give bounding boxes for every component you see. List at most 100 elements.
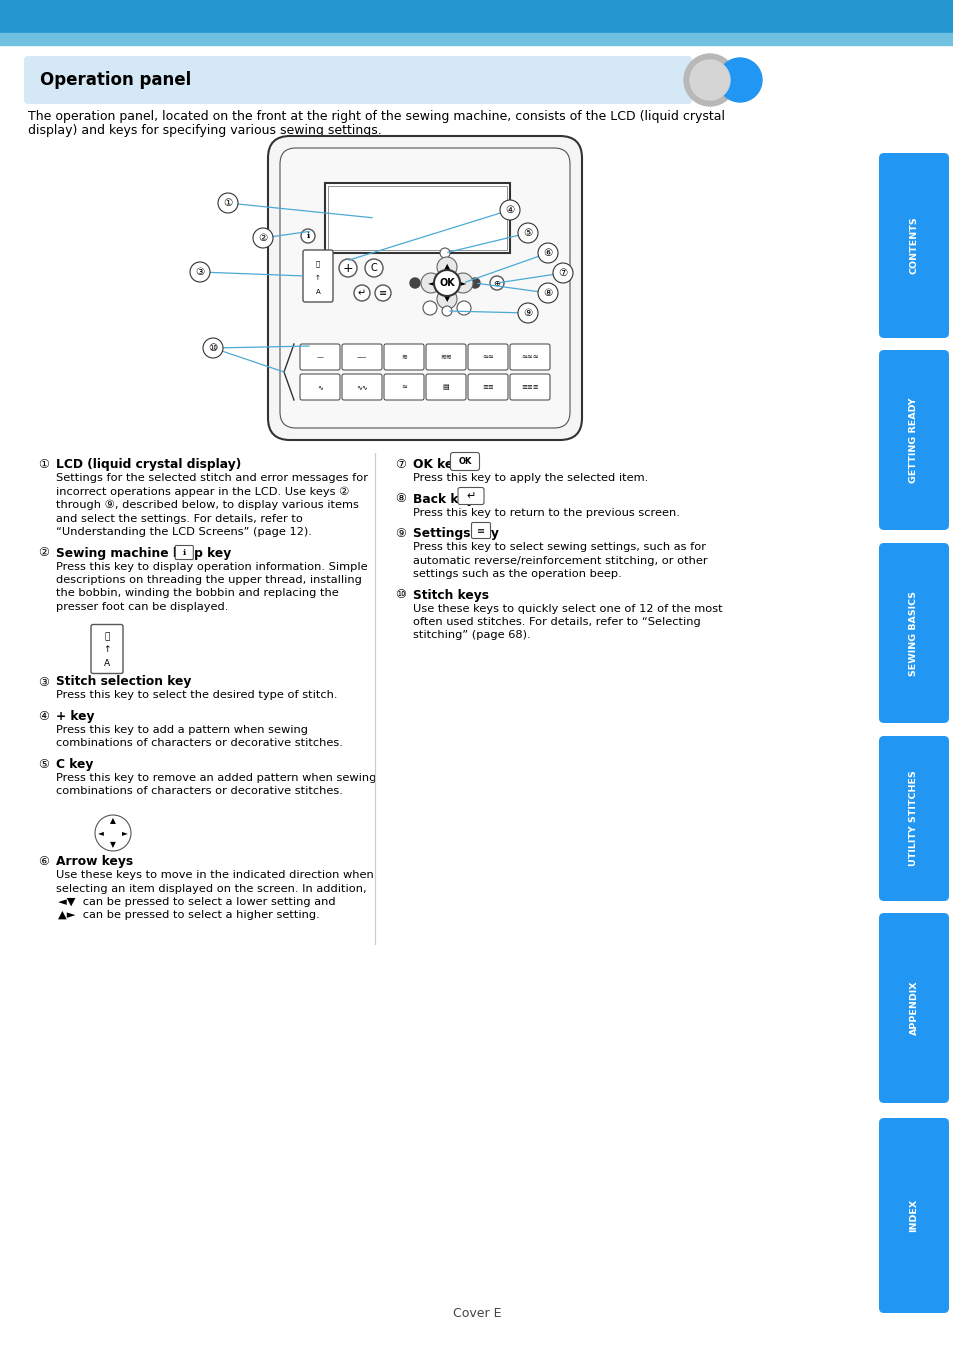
Text: ∿: ∿: [316, 384, 323, 390]
Text: +: +: [342, 262, 353, 275]
FancyBboxPatch shape: [303, 249, 333, 302]
FancyBboxPatch shape: [457, 488, 483, 504]
Text: 送: 送: [315, 260, 320, 267]
Circle shape: [436, 288, 456, 309]
Text: ⑦: ⑦: [395, 458, 406, 470]
Text: ≈≈≈: ≈≈≈: [520, 355, 538, 360]
Circle shape: [95, 816, 131, 851]
Text: C: C: [370, 263, 377, 274]
Text: often used stitches. For details, refer to “Selecting: often used stitches. For details, refer …: [413, 617, 700, 627]
Circle shape: [456, 301, 471, 315]
Text: Sewing machine help key: Sewing machine help key: [56, 546, 231, 559]
FancyBboxPatch shape: [268, 136, 581, 439]
FancyBboxPatch shape: [175, 546, 193, 559]
Text: display) and keys for specifying various sewing settings.: display) and keys for specifying various…: [28, 124, 381, 137]
Text: ⑨: ⑨: [395, 527, 406, 541]
Text: the bobbin, winding the bobbin and replacing the: the bobbin, winding the bobbin and repla…: [56, 589, 338, 599]
Text: GETTING READY: GETTING READY: [908, 398, 918, 483]
Text: ②: ②: [258, 233, 268, 243]
FancyBboxPatch shape: [384, 373, 423, 400]
Text: combinations of characters or decorative stitches.: combinations of characters or decorative…: [56, 786, 342, 797]
Circle shape: [375, 284, 391, 301]
Circle shape: [434, 270, 459, 297]
Text: –—: –—: [356, 355, 367, 360]
Text: descriptions on threading the upper thread, installing: descriptions on threading the upper thre…: [56, 576, 361, 585]
Circle shape: [470, 278, 479, 288]
FancyBboxPatch shape: [471, 523, 490, 538]
Text: Stitch selection key: Stitch selection key: [56, 675, 192, 689]
Text: selecting an item displayed on the screen. In addition,: selecting an item displayed on the scree…: [56, 883, 366, 894]
Text: SEWING BASICS: SEWING BASICS: [908, 590, 918, 675]
Text: —: —: [316, 355, 323, 360]
Circle shape: [683, 54, 735, 106]
Text: combinations of characters or decorative stitches.: combinations of characters or decorative…: [56, 739, 342, 748]
Text: Press this key to select sewing settings, such as for: Press this key to select sewing settings…: [413, 542, 705, 551]
Bar: [0, 32, 953, 44]
Text: Use these keys to move in the indicated direction when: Use these keys to move in the indicated …: [56, 869, 374, 880]
Text: ≋: ≋: [400, 355, 407, 360]
Text: ⑧: ⑧: [543, 288, 552, 298]
Text: “Understanding the LCD Screens” (page 12).: “Understanding the LCD Screens” (page 12…: [56, 527, 312, 537]
Text: ◄: ◄: [427, 279, 434, 287]
Circle shape: [553, 263, 573, 283]
Text: A: A: [315, 288, 320, 295]
Text: ▲: ▲: [443, 263, 450, 271]
Text: Cover E: Cover E: [453, 1308, 500, 1320]
Text: Settings for the selected stitch and error messages for: Settings for the selected stitch and err…: [56, 473, 368, 483]
Text: Press this key to display operation information. Simple: Press this key to display operation info…: [56, 562, 367, 572]
Text: ▲: ▲: [110, 817, 116, 825]
Text: ③: ③: [38, 675, 49, 689]
FancyBboxPatch shape: [510, 373, 550, 400]
Text: through ⑨, described below, to display various items: through ⑨, described below, to display v…: [56, 500, 358, 511]
Text: Press this key to remove an added pattern when sewing: Press this key to remove an added patter…: [56, 772, 376, 783]
Text: The operation panel, located on the front at the right of the sewing machine, co: The operation panel, located on the fron…: [28, 111, 724, 123]
Text: ▼: ▼: [443, 294, 450, 303]
FancyBboxPatch shape: [510, 344, 550, 369]
Circle shape: [420, 274, 440, 293]
Text: presser foot can be displayed.: presser foot can be displayed.: [56, 603, 228, 612]
Text: Settings key: Settings key: [413, 527, 498, 541]
FancyBboxPatch shape: [468, 344, 507, 369]
Text: ℹ: ℹ: [183, 549, 186, 557]
Text: ⑩: ⑩: [208, 342, 217, 353]
Text: ③: ③: [195, 267, 204, 276]
Text: CONTENTS: CONTENTS: [908, 217, 918, 274]
Text: APPENDIX: APPENDIX: [908, 981, 918, 1035]
FancyBboxPatch shape: [299, 344, 339, 369]
FancyBboxPatch shape: [426, 344, 465, 369]
Text: ≋≋: ≋≋: [439, 355, 452, 360]
FancyBboxPatch shape: [878, 913, 948, 1103]
Text: ▼: ▼: [110, 841, 116, 849]
Circle shape: [338, 259, 356, 276]
Text: Use these keys to quickly select one of 12 of the most: Use these keys to quickly select one of …: [413, 604, 721, 613]
Text: ≡≡≡: ≡≡≡: [520, 384, 538, 390]
Circle shape: [301, 229, 314, 243]
FancyBboxPatch shape: [450, 453, 479, 470]
Circle shape: [490, 276, 503, 290]
Bar: [328, 186, 506, 249]
Text: ≈: ≈: [400, 384, 407, 390]
Circle shape: [354, 284, 370, 301]
Text: ①: ①: [38, 458, 49, 470]
Text: ≡: ≡: [476, 526, 484, 537]
Text: stitching” (page 68).: stitching” (page 68).: [413, 631, 530, 640]
Text: Press this key to return to the previous screen.: Press this key to return to the previous…: [413, 507, 679, 518]
Text: ↑: ↑: [103, 644, 111, 654]
Circle shape: [410, 278, 419, 288]
Text: INDEX: INDEX: [908, 1198, 918, 1232]
FancyBboxPatch shape: [384, 344, 423, 369]
Circle shape: [203, 338, 223, 359]
Text: ⑧: ⑧: [395, 492, 406, 506]
Text: ℹ: ℹ: [306, 232, 309, 240]
Circle shape: [190, 262, 210, 282]
Circle shape: [441, 306, 452, 315]
Text: OK: OK: [457, 457, 471, 466]
Text: ≡: ≡: [378, 288, 387, 298]
Circle shape: [218, 193, 237, 213]
Text: ⑩: ⑩: [395, 589, 406, 601]
Text: ►: ►: [459, 279, 466, 287]
Text: Back key: Back key: [413, 492, 474, 506]
Circle shape: [517, 222, 537, 243]
Circle shape: [718, 58, 761, 102]
Text: OK: OK: [438, 278, 455, 288]
